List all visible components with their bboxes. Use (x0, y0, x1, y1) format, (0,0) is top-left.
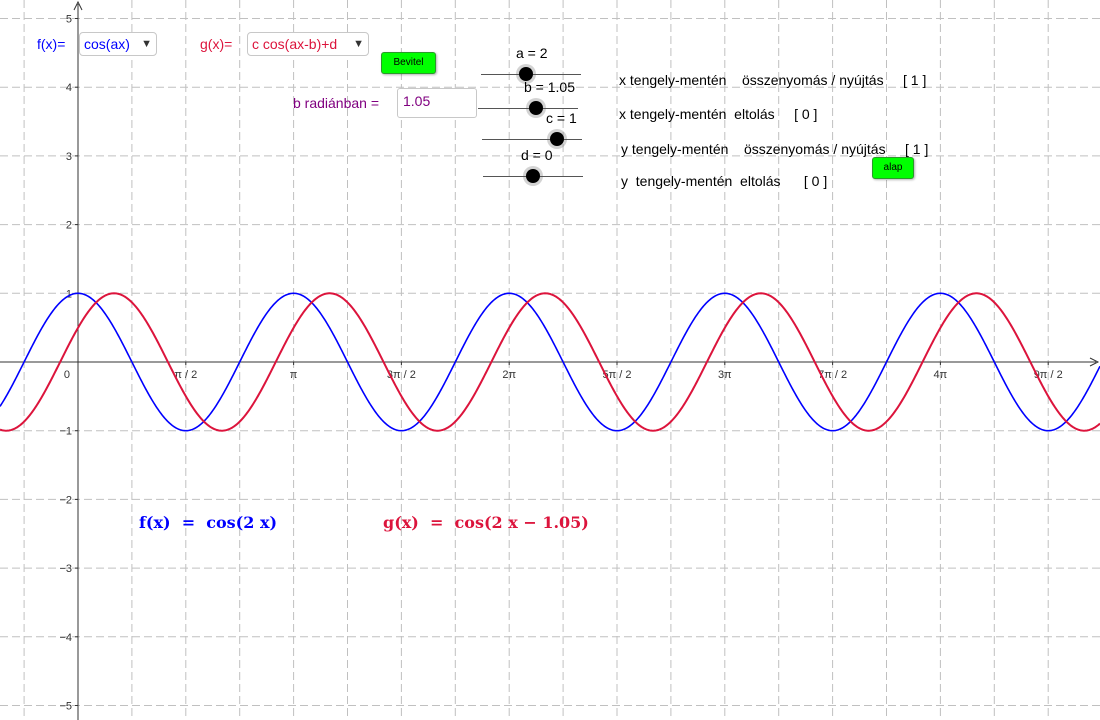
formula-f: f(x) = cos(2 x) (139, 513, 278, 532)
slider-c-label: c = 1 (546, 110, 577, 126)
slider-b-label: b = 1.05 (524, 79, 575, 95)
y-tick-label: 1 (66, 288, 72, 300)
chevron-down-icon: ▼ (141, 38, 152, 50)
y-tick-label: 4 (66, 82, 72, 94)
g-function-value: c cos(ax-b)+d (252, 36, 338, 52)
slider-b-handle[interactable] (529, 101, 543, 115)
x-tick-label: 9π / 2 (1034, 369, 1063, 381)
b-input-label: b radiánban = (293, 95, 380, 111)
f-function-value: cos(ax) (84, 36, 130, 52)
x-tick-label: 2π (502, 369, 516, 381)
g-function-dropdown[interactable]: c cos(ax-b)+d ▼ (247, 32, 369, 56)
y-axis-arrow (73, 0, 83, 11)
x-axis-arrow (1089, 357, 1100, 367)
curve-f[interactable] (0, 292, 1100, 432)
x-tick-label: π / 2 (174, 369, 197, 381)
origin-label: 0 (64, 369, 70, 381)
g-label: g(x)= (200, 36, 233, 52)
x-tick-label: 3π / 2 (387, 369, 416, 381)
slider-d-label: d = 0 (521, 147, 553, 163)
y-tick-label: −1 (59, 426, 72, 438)
x-tick-label: 3π (718, 369, 732, 381)
f-function-dropdown[interactable]: cos(ax) ▼ (79, 32, 157, 56)
y-tick-label: −3 (59, 563, 72, 575)
description-x-shift: x tengely-mentén eltolás [ 0 ] (619, 106, 818, 122)
x-tick-label: 5π / 2 (603, 369, 632, 381)
bevitel-button[interactable]: Bevitel (381, 52, 436, 74)
description-y-shift: y tengely-mentén eltolás [ 0 ] (621, 173, 828, 189)
alap-button[interactable]: alap (872, 157, 914, 179)
description-y-stretch: y tengely-mentén összenyomás / nyújtás [… (621, 141, 929, 157)
y-tick-label: −2 (59, 494, 72, 506)
slider-c-handle[interactable] (550, 132, 564, 146)
slider-d-handle[interactable] (526, 169, 540, 183)
x-tick-label: 4π (934, 369, 948, 381)
f-label: f(x)= (37, 36, 66, 52)
slider-c-track[interactable] (482, 139, 582, 140)
description-x-stretch: x tengely-mentén összenyomás / nyújtás [… (619, 72, 927, 88)
b-value-input[interactable]: 1.05 (397, 88, 477, 118)
slider-a-handle[interactable] (519, 67, 533, 81)
tick-labels: 5 4 3 2 1 −1 −2 −3 −4 −5 0 π / 2 π 3π / 2 2π 5π / 2 3π 7π… (59, 14, 1062, 713)
x-tick-label: π (290, 369, 298, 381)
slider-a-label: a = 2 (516, 45, 548, 61)
slider-b-track[interactable] (478, 108, 578, 109)
curve-g[interactable] (0, 292, 1100, 432)
y-tick-label: −4 (59, 632, 72, 644)
y-tick-label: 5 (66, 14, 72, 26)
y-tick-label: 2 (66, 220, 72, 232)
formula-g: g(x) = cos(2 x − 1.05) (383, 513, 589, 532)
x-tick-label: 7π / 2 (818, 369, 847, 381)
y-tick-label: −5 (59, 701, 72, 713)
chevron-down-icon: ▼ (353, 38, 364, 50)
y-tick-label: 3 (66, 151, 72, 163)
